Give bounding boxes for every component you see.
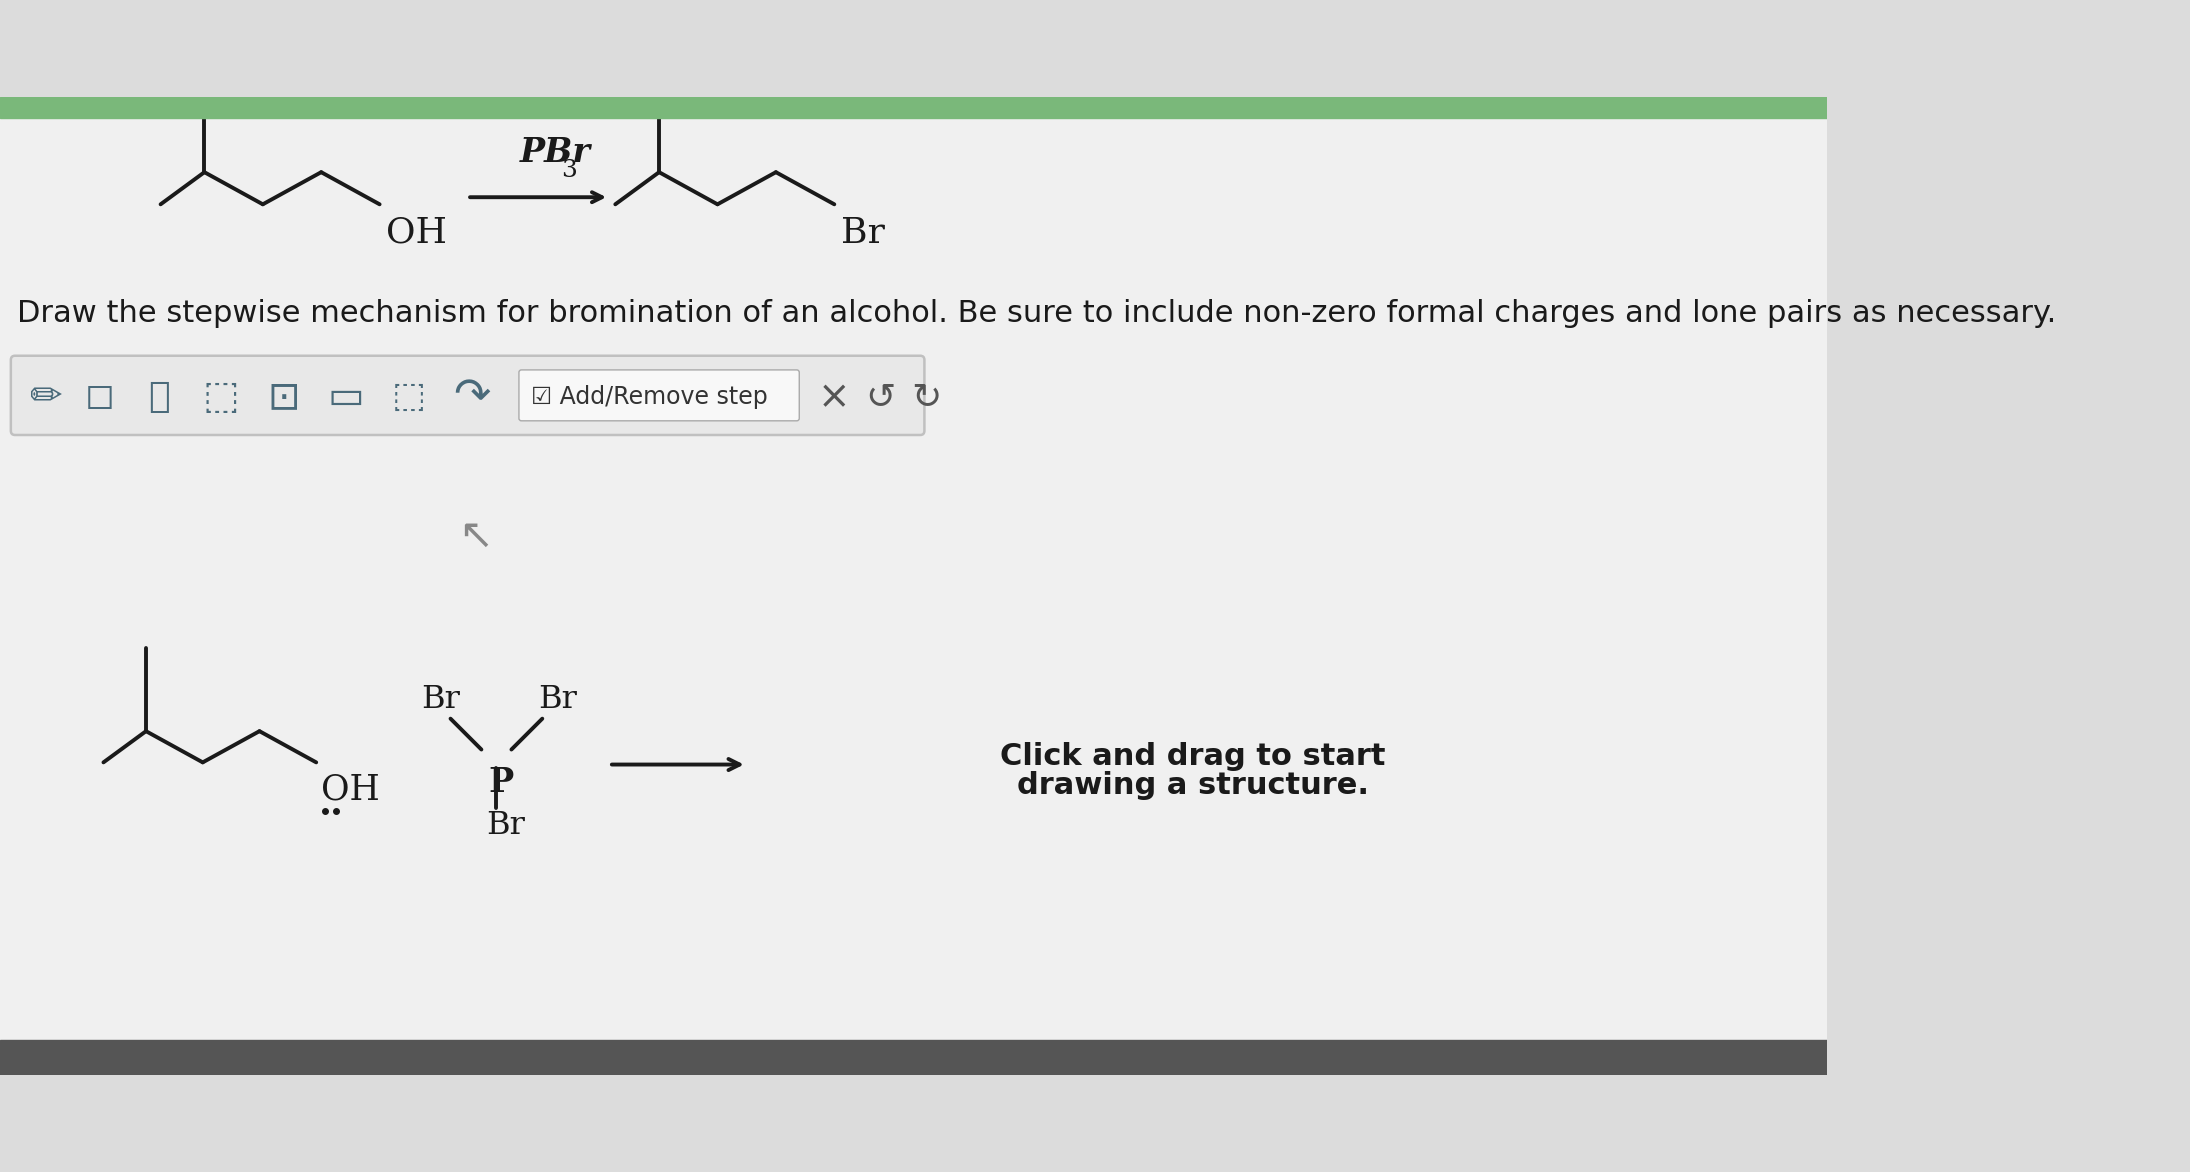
Text: ▭: ▭ xyxy=(328,379,364,416)
Text: ↺: ↺ xyxy=(865,380,896,414)
Text: Click and drag to start: Click and drag to start xyxy=(1001,742,1386,771)
Text: ↷: ↷ xyxy=(453,375,491,418)
Text: ✏: ✏ xyxy=(31,379,61,416)
Text: Br: Br xyxy=(539,683,576,715)
FancyBboxPatch shape xyxy=(519,370,799,421)
Text: Draw the stepwise mechanism for bromination of an alcohol. Be sure to include no: Draw the stepwise mechanism for brominat… xyxy=(18,299,2056,328)
Text: drawing a structure.: drawing a structure. xyxy=(1016,771,1369,800)
Text: ✋: ✋ xyxy=(147,380,169,414)
Text: ⬚: ⬚ xyxy=(392,380,425,414)
Text: OH: OH xyxy=(322,772,379,806)
Text: P: P xyxy=(488,766,512,799)
FancyBboxPatch shape xyxy=(11,356,924,435)
Bar xyxy=(0,97,1826,118)
Text: ☑ Add/Remove step: ☑ Add/Remove step xyxy=(532,386,769,409)
Text: ↖: ↖ xyxy=(458,515,493,557)
Text: ↻: ↻ xyxy=(911,380,942,414)
Text: Br: Br xyxy=(420,683,460,715)
Text: Br: Br xyxy=(841,216,885,250)
Text: Br: Br xyxy=(486,810,526,841)
Text: ×: × xyxy=(819,379,850,416)
Text: PBr: PBr xyxy=(519,136,591,169)
Text: ⬚: ⬚ xyxy=(204,379,239,416)
Bar xyxy=(0,1040,1826,1075)
Text: ◻: ◻ xyxy=(85,380,116,414)
Text: ⊡: ⊡ xyxy=(267,379,300,416)
Text: OH: OH xyxy=(385,216,447,250)
Text: 3: 3 xyxy=(561,159,578,182)
